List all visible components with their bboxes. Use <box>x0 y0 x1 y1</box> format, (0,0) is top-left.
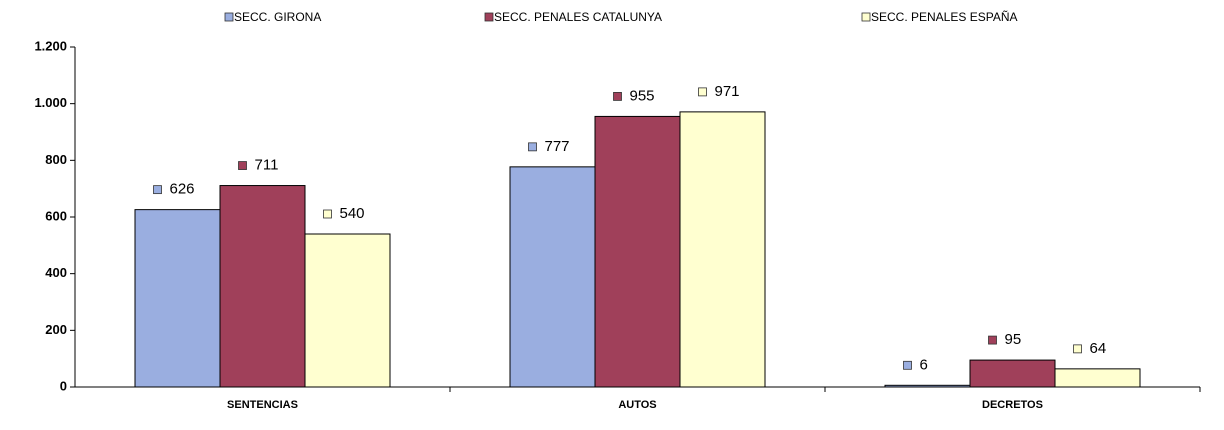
x-tick-label: AUTOS <box>618 399 656 411</box>
legend-swatch <box>224 12 234 22</box>
legend-label: SECC. GIRONA <box>234 10 321 24</box>
y-tick-label: 1.200 <box>34 38 67 53</box>
data-label: 955 <box>630 87 655 104</box>
legend-swatch <box>861 12 871 22</box>
bar <box>969 359 1056 388</box>
data-label: 540 <box>340 205 365 222</box>
data-label: 971 <box>715 83 740 100</box>
bar <box>594 115 681 388</box>
y-tick-label: 600 <box>45 208 67 223</box>
y-tick-label: 200 <box>45 322 67 337</box>
bar <box>219 185 306 388</box>
data-label: 711 <box>255 157 279 174</box>
data-label-marker <box>323 209 332 219</box>
data-label-marker <box>153 185 162 195</box>
y-tick-label: 1.000 <box>34 95 67 110</box>
data-label: 777 <box>545 138 570 155</box>
y-tick-label: 0 <box>60 378 67 393</box>
bar <box>304 233 391 388</box>
data-label-marker <box>1073 344 1082 354</box>
x-tick-label: SENTENCIAS <box>227 399 298 411</box>
bar <box>1054 368 1141 388</box>
data-label-marker <box>613 92 622 101</box>
data-label-marker <box>528 142 537 152</box>
data-label-marker <box>698 87 707 97</box>
bar <box>509 166 596 388</box>
bar <box>679 111 766 388</box>
legend-swatch <box>484 12 494 22</box>
legend-label: SECC. PENALES ESPAÑA <box>871 10 1018 24</box>
data-label-marker <box>988 335 997 345</box>
legend-label: SECC. PENALES CATALUNYA <box>494 10 662 24</box>
data-label: 626 <box>170 181 195 198</box>
data-label: 6 <box>920 356 928 373</box>
data-label-marker <box>903 360 912 370</box>
bar <box>884 384 971 388</box>
y-tick-label: 800 <box>45 152 67 167</box>
x-tick-label: DECRETOS <box>982 399 1043 411</box>
data-label-marker <box>238 161 247 170</box>
data-label: 64 <box>1090 340 1107 357</box>
y-tick-label: 400 <box>45 265 67 280</box>
bar <box>134 209 221 388</box>
data-label: 95 <box>1005 331 1022 348</box>
